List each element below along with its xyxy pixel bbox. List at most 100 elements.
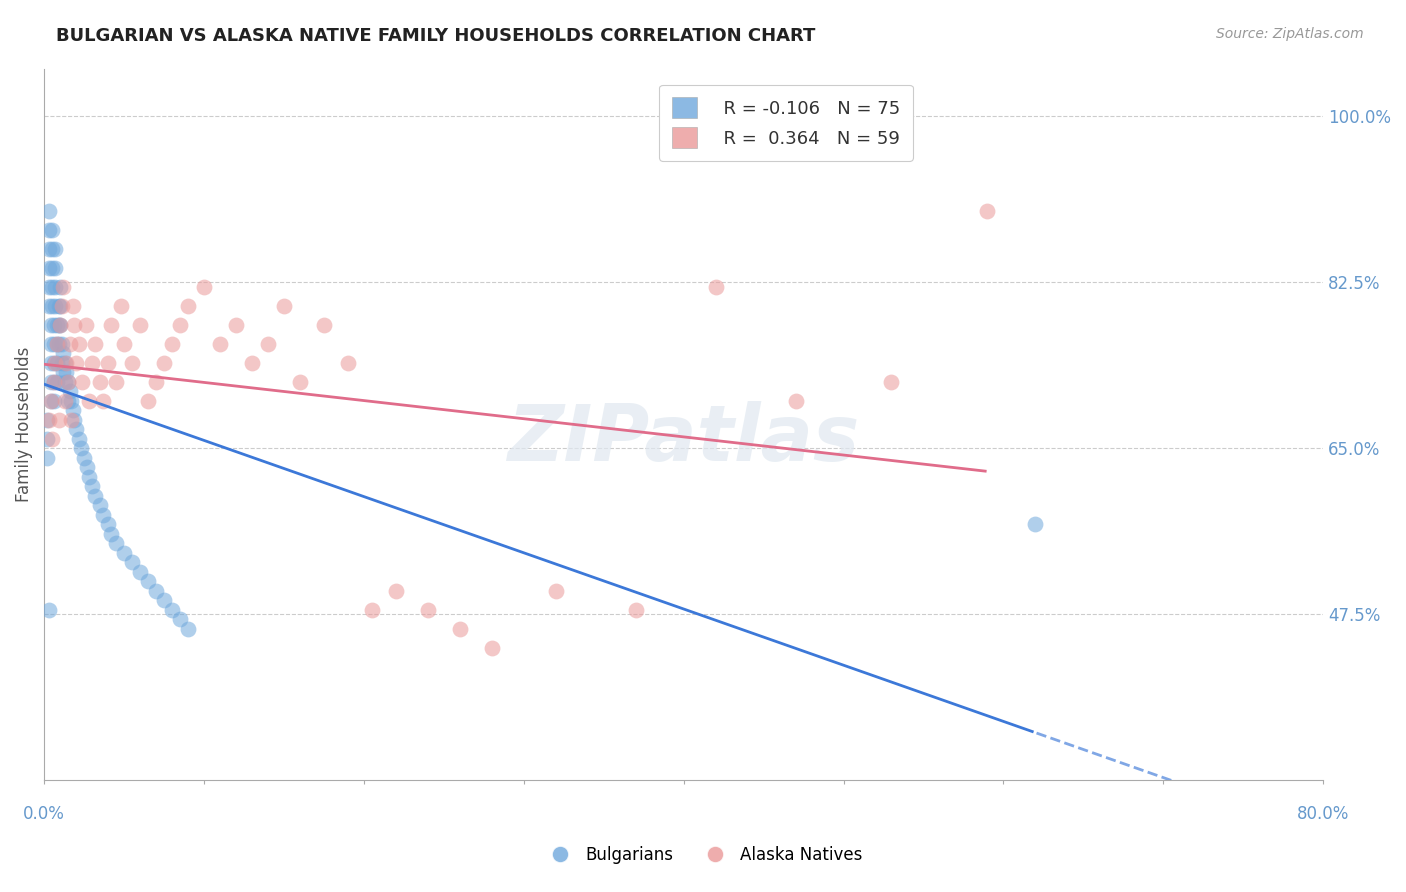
Point xyxy=(288,375,311,389)
Point xyxy=(136,574,159,588)
Text: BULGARIAN VS ALASKA NATIVE FAMILY HOUSEHOLDS CORRELATION CHART: BULGARIAN VS ALASKA NATIVE FAMILY HOUSEH… xyxy=(56,27,815,45)
Point xyxy=(55,356,77,370)
Point xyxy=(63,318,86,332)
Point xyxy=(100,526,122,541)
Point xyxy=(52,365,75,379)
Point xyxy=(360,602,382,616)
Point xyxy=(37,413,59,427)
Point xyxy=(51,356,73,370)
Point xyxy=(42,318,65,332)
Point xyxy=(38,602,60,616)
Point xyxy=(89,498,111,512)
Point xyxy=(880,375,903,389)
Point xyxy=(73,450,96,465)
Point xyxy=(51,299,73,313)
Point xyxy=(976,203,998,218)
Point xyxy=(42,356,65,370)
Point xyxy=(55,365,77,379)
Point xyxy=(49,318,72,332)
Point xyxy=(70,442,93,456)
Point xyxy=(273,299,295,313)
Point xyxy=(449,622,471,636)
Point xyxy=(49,299,72,313)
Point xyxy=(160,336,183,351)
Point xyxy=(169,612,191,626)
Point xyxy=(257,336,280,351)
Point xyxy=(39,318,62,332)
Point xyxy=(65,422,87,436)
Point xyxy=(240,356,263,370)
Point xyxy=(49,318,72,332)
Point xyxy=(153,356,176,370)
Point xyxy=(42,375,65,389)
Point xyxy=(62,403,84,417)
Point xyxy=(60,393,83,408)
Point xyxy=(44,280,66,294)
Point xyxy=(59,384,82,399)
Point xyxy=(312,318,335,332)
Point xyxy=(97,356,120,370)
Point xyxy=(121,356,143,370)
Point xyxy=(38,299,60,313)
Point xyxy=(544,583,567,598)
Point xyxy=(1024,517,1046,532)
Point xyxy=(41,299,63,313)
Point xyxy=(105,536,128,550)
Point xyxy=(385,583,408,598)
Point xyxy=(39,393,62,408)
Point xyxy=(129,318,152,332)
Legend: Bulgarians, Alaska Natives: Bulgarians, Alaska Natives xyxy=(537,839,869,871)
Point xyxy=(48,413,70,427)
Point xyxy=(44,356,66,370)
Point xyxy=(39,336,62,351)
Point xyxy=(41,242,63,256)
Point xyxy=(51,336,73,351)
Point xyxy=(37,450,59,465)
Point xyxy=(105,375,128,389)
Point xyxy=(62,299,84,313)
Legend:   R = -0.106   N = 75,   R =  0.364   N = 59: R = -0.106 N = 75, R = 0.364 N = 59 xyxy=(659,85,912,161)
Text: 0.0%: 0.0% xyxy=(22,805,65,823)
Point xyxy=(45,336,67,351)
Point xyxy=(52,346,75,360)
Point xyxy=(129,565,152,579)
Point xyxy=(160,602,183,616)
Point xyxy=(72,375,94,389)
Point xyxy=(76,460,98,475)
Point xyxy=(56,393,79,408)
Point xyxy=(45,336,67,351)
Point xyxy=(38,280,60,294)
Point xyxy=(77,393,100,408)
Point xyxy=(100,318,122,332)
Point xyxy=(91,393,114,408)
Text: ZIPatlas: ZIPatlas xyxy=(508,401,859,476)
Point xyxy=(97,517,120,532)
Point xyxy=(80,356,103,370)
Point xyxy=(39,393,62,408)
Point xyxy=(48,299,70,313)
Point xyxy=(38,203,60,218)
Point xyxy=(336,356,359,370)
Point xyxy=(37,432,59,446)
Point xyxy=(84,336,107,351)
Point xyxy=(416,602,439,616)
Point xyxy=(177,622,200,636)
Point xyxy=(49,280,72,294)
Point xyxy=(110,299,132,313)
Text: Source: ZipAtlas.com: Source: ZipAtlas.com xyxy=(1216,27,1364,41)
Point xyxy=(48,336,70,351)
Point xyxy=(45,356,67,370)
Point xyxy=(45,318,67,332)
Point xyxy=(53,393,76,408)
Point xyxy=(41,432,63,446)
Point xyxy=(53,375,76,389)
Y-axis label: Family Households: Family Households xyxy=(15,347,32,502)
Point xyxy=(42,375,65,389)
Point xyxy=(225,318,247,332)
Point xyxy=(44,299,66,313)
Point xyxy=(481,640,503,655)
Text: 80.0%: 80.0% xyxy=(1296,805,1350,823)
Point xyxy=(112,336,135,351)
Point xyxy=(89,375,111,389)
Point xyxy=(39,375,62,389)
